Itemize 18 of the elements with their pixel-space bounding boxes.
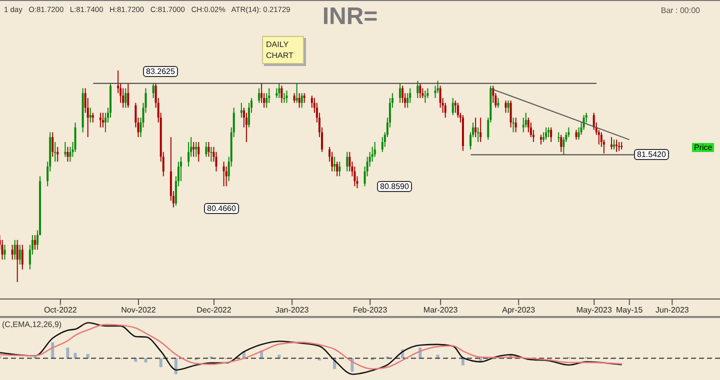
x-tick-label: Nov-2022: [121, 306, 156, 315]
text: DAILY CHART: [262, 36, 304, 64]
annotation: 83.2625: [143, 66, 178, 77]
x-tick-label: May-2023: [576, 306, 612, 315]
x-tick-label: Mar-2023: [423, 306, 458, 315]
annotation: 80.4660: [204, 203, 239, 214]
annotation: Price: [692, 143, 714, 152]
x-tick-label: Apr-2023: [502, 306, 536, 315]
text: Bar : 00:00: [660, 6, 700, 15]
x-tick-label: Jan-2023: [275, 306, 310, 315]
annotation: (C,EMA,12,26,9): [2, 320, 62, 329]
x-tick-label: Dec-2022: [196, 306, 232, 315]
x-tick-label: May-15: [616, 306, 644, 315]
x-tick-label: Feb-2023: [352, 306, 388, 315]
annotation: 80.8590: [377, 181, 412, 192]
x-tick-label: Jun-2023: [655, 306, 690, 315]
chart-title: INR=: [322, 3, 378, 30]
x-tick-label: Oct-2022: [44, 306, 78, 315]
